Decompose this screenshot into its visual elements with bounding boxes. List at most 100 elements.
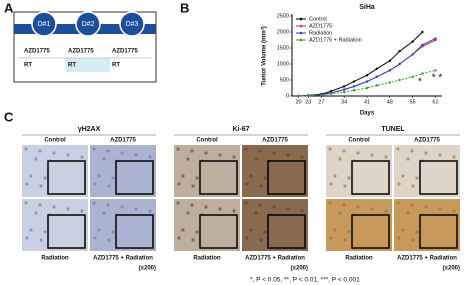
legend-label: Radiation [309,30,332,36]
cell [191,238,195,242]
column-label: AZD1775 + Radiation [93,256,153,262]
cell [406,211,410,215]
cell [438,153,442,157]
data-point [365,74,369,77]
cell [370,207,374,211]
cell [328,147,332,151]
data-point [342,88,346,91]
data-point [388,59,392,62]
panel-label: B [180,0,189,15]
cell [333,228,337,232]
cell [347,230,351,234]
cell [259,184,263,188]
data-point [342,90,346,94]
magnification: (x200) [139,266,156,272]
cell [107,184,111,188]
cell [347,176,351,180]
cell [338,211,342,215]
x-axis-label: Days [360,111,375,117]
cell [34,211,38,215]
cell [300,155,304,159]
cell [401,228,405,232]
cell [384,155,388,159]
cell [38,203,42,207]
column-label: AZD1775 + Radiation [397,256,457,262]
cell [333,174,337,178]
panel-label: C [4,109,14,124]
legend-marker [299,38,303,42]
inset [199,160,238,195]
legend-label: AZD1775 [309,23,332,29]
inset [199,214,238,249]
cell [356,151,360,155]
y-tick-label: 500 [280,77,289,83]
data-point [307,94,310,97]
panel-label: A [4,0,14,15]
cell [25,236,29,240]
data-point [365,86,369,90]
x-tick-label: 41 [364,99,370,105]
cell [111,176,115,180]
day-label: D#2 [82,21,95,28]
cell [106,203,110,207]
cell [93,182,97,186]
cell [370,153,374,157]
data-point [388,69,392,72]
cell [29,174,33,178]
cell [254,211,258,215]
cell [181,228,185,232]
legend-marker [299,24,303,28]
drug-label: AZD1775 [68,49,94,55]
cell [181,174,185,178]
cell [106,149,110,153]
cell [343,238,347,242]
cell [272,205,276,209]
cell [204,205,208,209]
x-tick-label: 62 [432,99,438,105]
inset [47,160,86,195]
cell [102,157,106,161]
cell [176,201,180,205]
cell [272,151,276,155]
cell [263,230,267,234]
cell [39,184,43,188]
cell [97,228,101,232]
data-point [411,53,414,56]
chart-title: SiHa [359,4,375,11]
cell [397,182,401,186]
cell [410,149,414,153]
cell [39,238,43,242]
data-point [320,93,323,97]
cell [218,153,222,157]
cell [190,203,194,207]
data-point [398,50,401,53]
cell-highlight [66,58,110,72]
cell [204,151,208,155]
data-point [398,62,401,66]
data-point [375,84,378,87]
column-label: Radiation [193,256,221,262]
cell [80,155,84,159]
cell [328,201,332,205]
cell [52,205,56,209]
cell [410,203,414,207]
cell [148,209,152,213]
cell [342,203,346,207]
legend-label: Control [309,16,327,22]
cell [263,176,267,180]
data-point [352,80,356,83]
cell [177,236,181,240]
cell [97,174,101,178]
cell [249,174,253,178]
data-point [297,94,300,98]
cell [452,209,456,213]
data-point [365,80,369,83]
legend-label: AZD1775 + Radiation [309,37,362,43]
series-line [298,31,423,97]
cell [232,155,236,159]
cell [186,157,190,161]
cell [134,207,138,211]
data-point [411,40,414,43]
cell [218,207,222,211]
